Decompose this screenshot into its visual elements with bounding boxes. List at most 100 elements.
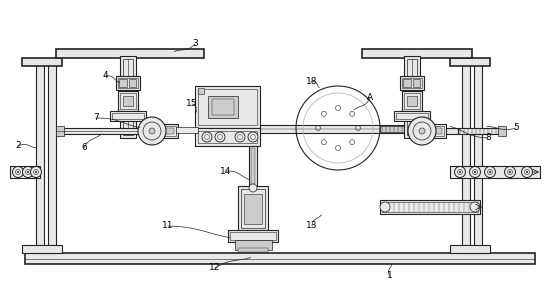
Bar <box>474 63 482 253</box>
Text: 3: 3 <box>192 39 198 49</box>
Bar <box>25 253 535 264</box>
Bar <box>362 49 472 58</box>
Circle shape <box>470 202 480 212</box>
Bar <box>118 78 138 88</box>
Bar <box>400 76 424 90</box>
Bar <box>228 230 278 242</box>
Text: 1: 1 <box>387 271 393 281</box>
Bar <box>436 128 458 134</box>
Bar <box>120 93 136 109</box>
Bar <box>430 124 446 138</box>
Circle shape <box>138 117 166 145</box>
Circle shape <box>202 132 212 142</box>
Bar <box>413 79 420 87</box>
Bar <box>235 240 272 250</box>
Bar <box>402 91 422 111</box>
Circle shape <box>31 166 42 178</box>
Circle shape <box>474 171 476 173</box>
Bar <box>394 111 430 121</box>
Bar <box>404 56 420 138</box>
Bar <box>195 86 260 128</box>
Text: 8: 8 <box>485 134 491 142</box>
Bar <box>164 128 174 134</box>
Circle shape <box>249 184 257 192</box>
Bar <box>498 126 506 136</box>
Bar <box>116 76 140 90</box>
Bar <box>382 202 478 212</box>
Bar <box>112 113 144 119</box>
Circle shape <box>526 171 528 173</box>
Bar <box>434 128 442 134</box>
Bar <box>118 91 138 111</box>
Bar <box>56 49 204 58</box>
Bar <box>450 245 490 253</box>
Bar <box>450 58 490 66</box>
Bar <box>404 93 420 109</box>
Bar <box>48 63 56 253</box>
Bar <box>462 63 470 253</box>
Bar <box>123 96 133 106</box>
Circle shape <box>459 171 461 173</box>
Bar <box>403 79 411 87</box>
Circle shape <box>235 132 245 142</box>
Bar <box>251 148 255 184</box>
Bar <box>212 99 234 115</box>
Bar <box>162 126 176 136</box>
Bar <box>432 126 444 136</box>
Bar <box>195 128 260 146</box>
Bar <box>407 59 417 135</box>
Circle shape <box>35 171 37 173</box>
Bar <box>208 96 238 118</box>
Circle shape <box>509 171 511 173</box>
Text: 13: 13 <box>306 221 317 231</box>
Text: 12: 12 <box>209 263 221 273</box>
Circle shape <box>22 166 33 178</box>
Bar <box>36 63 44 253</box>
Text: A: A <box>367 94 373 102</box>
Bar <box>120 56 136 138</box>
Text: 5: 5 <box>513 124 519 132</box>
Circle shape <box>505 166 515 178</box>
Bar <box>123 59 133 135</box>
Bar <box>458 128 500 134</box>
Bar <box>238 248 268 252</box>
Circle shape <box>408 117 436 145</box>
Bar <box>10 166 40 178</box>
Text: 15: 15 <box>186 100 198 108</box>
Bar <box>160 124 178 138</box>
Circle shape <box>455 166 466 178</box>
Circle shape <box>215 132 225 142</box>
Bar <box>176 127 198 133</box>
Bar <box>402 78 422 88</box>
Text: 18: 18 <box>306 78 317 86</box>
Bar <box>380 126 420 132</box>
Circle shape <box>12 166 23 178</box>
Circle shape <box>489 171 491 173</box>
Circle shape <box>17 171 19 173</box>
Bar <box>22 58 62 66</box>
Text: 7: 7 <box>93 114 99 122</box>
Circle shape <box>485 166 496 178</box>
Bar <box>110 111 146 121</box>
Bar <box>450 166 540 178</box>
Bar <box>56 126 64 136</box>
Circle shape <box>149 128 155 134</box>
Circle shape <box>248 132 258 142</box>
Bar <box>22 245 62 253</box>
Bar <box>238 186 268 231</box>
Bar <box>380 200 480 214</box>
Bar <box>60 128 152 134</box>
Bar <box>407 96 417 106</box>
Circle shape <box>470 166 481 178</box>
Circle shape <box>521 166 532 178</box>
Bar <box>129 79 136 87</box>
Text: 14: 14 <box>221 166 232 176</box>
Bar <box>249 146 257 186</box>
Bar <box>396 113 428 119</box>
Circle shape <box>380 202 390 212</box>
Bar <box>230 232 276 240</box>
Text: 2: 2 <box>15 142 21 150</box>
Bar <box>260 125 420 133</box>
Circle shape <box>419 128 425 134</box>
Bar <box>241 189 265 228</box>
